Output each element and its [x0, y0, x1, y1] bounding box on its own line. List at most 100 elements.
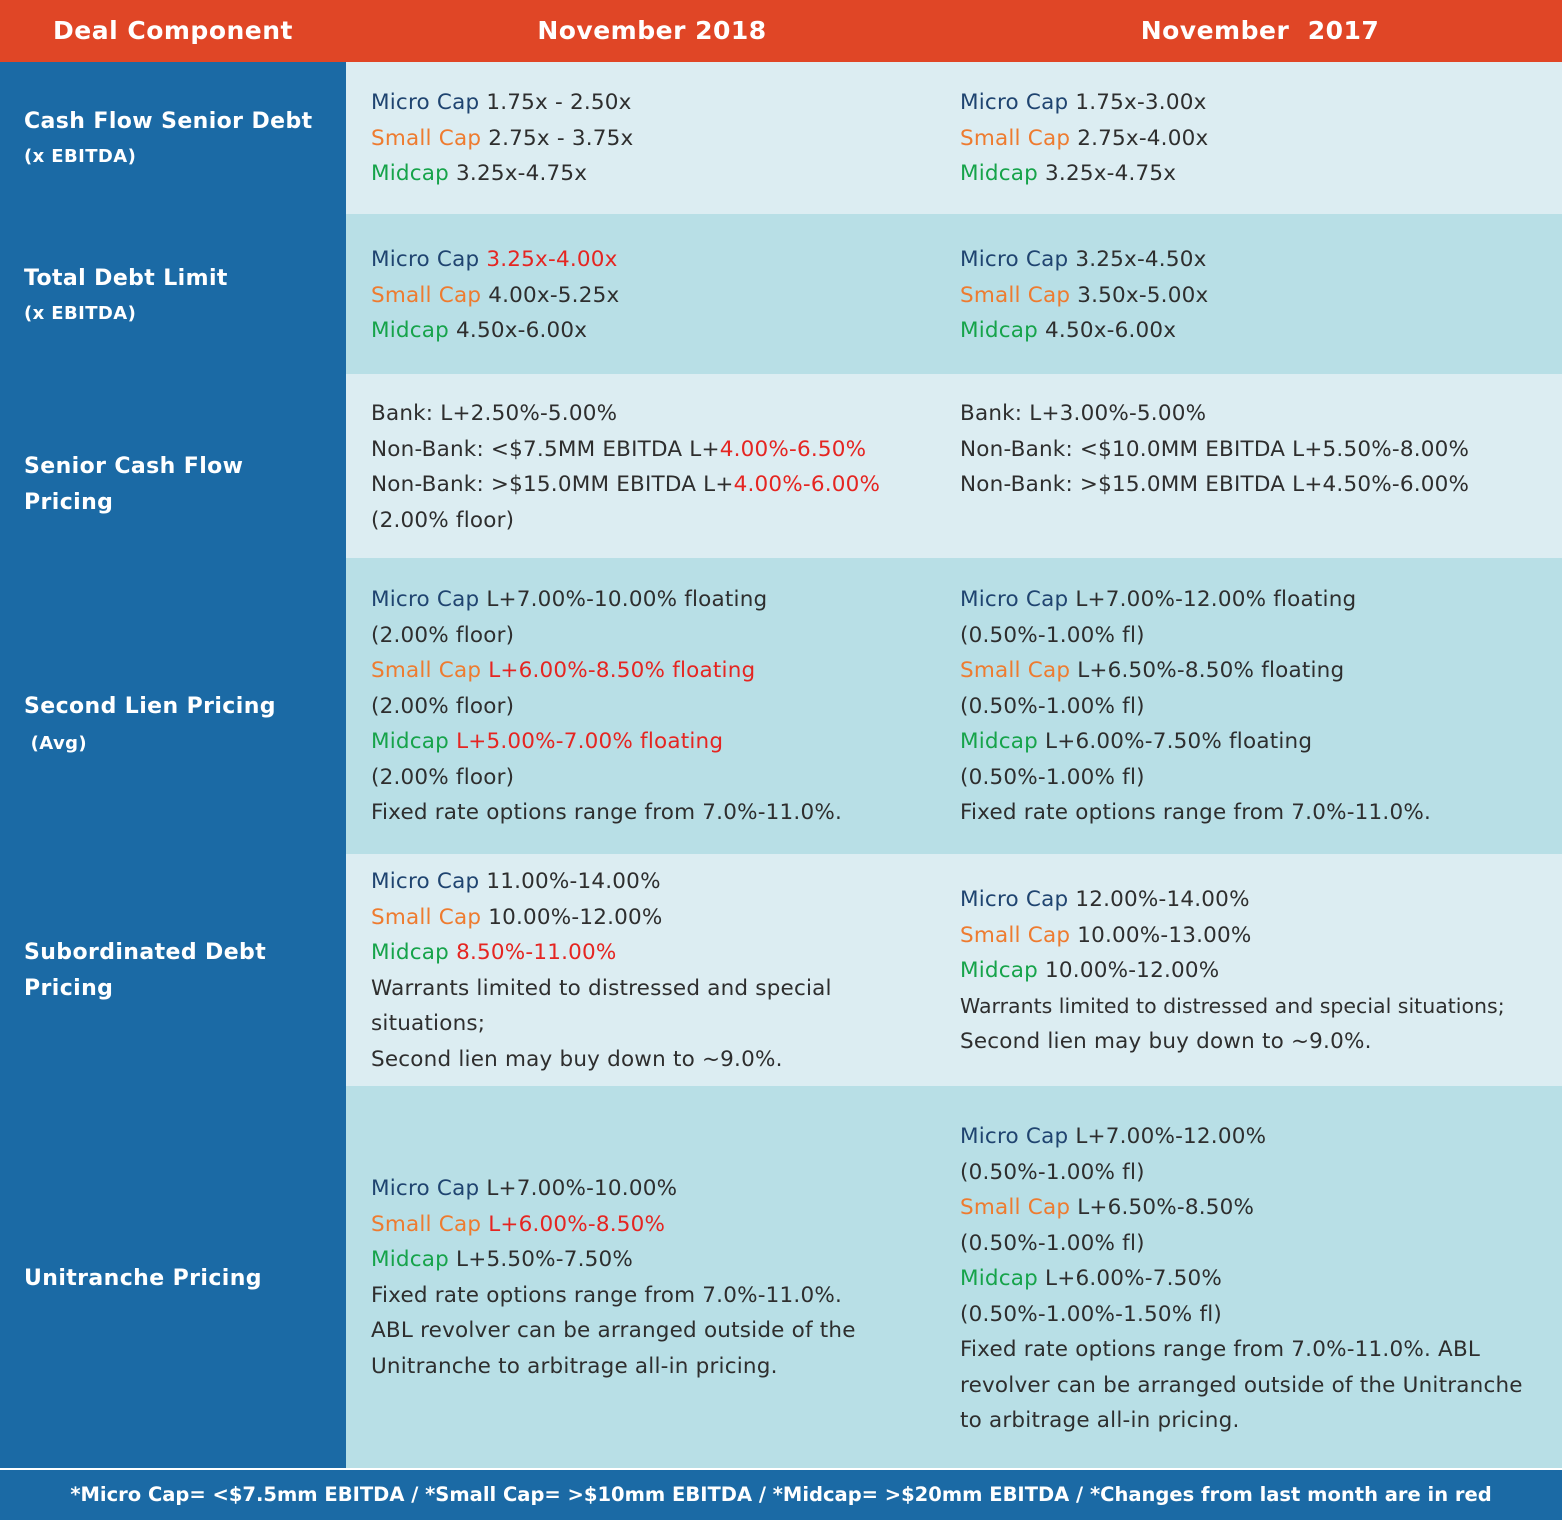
micro-cap-value: L+7.00%-12.00% floating [1068, 587, 1357, 612]
row-label-text: Total Debt Limit [24, 266, 228, 291]
midcap-value: L+6.00%-7.50% [1038, 1266, 1223, 1291]
row-label-subtext: (x EBITDA) [24, 303, 137, 324]
cell-unitranche-pricing-2017: Micro Cap L+7.00%-12.00% (0.50%-1.00% fl… [960, 1119, 1560, 1439]
tier-micro-cap: Micro Cap [960, 587, 1069, 612]
tier-midcap: Midcap [960, 161, 1039, 186]
cell-total-debt-limit-2018: Micro Cap 3.25x-4.00x Small Cap 4.00x-5.… [371, 242, 891, 349]
small-cap-value-changed: L+6.00%-8.50% [488, 1211, 666, 1237]
fixed-rate-note: Fixed rate options range from 7.0%-11.0%… [371, 1282, 843, 1308]
small-cap-value: L+6.50%-8.50% [1070, 1195, 1255, 1220]
small-cap-value: 10.00%-13.00% [1070, 922, 1252, 948]
tier-micro-cap: Micro Cap [960, 247, 1069, 272]
midcap-floor: (2.00% floor) [371, 764, 515, 790]
tier-micro-cap: Micro Cap [371, 869, 480, 894]
footnote-legend: *Micro Cap= <$7.5mm EBITDA / *Small Cap=… [0, 1468, 1562, 1520]
deal-component-column [0, 62, 346, 1468]
cell-unitranche-pricing-2018: Micro Cap L+7.00%-10.00% Small Cap L+6.0… [371, 1171, 891, 1384]
row-label-unitranche-pricing: Unitranche Pricing [24, 1266, 262, 1291]
small-cap-value: 3.50x-5.00x [1070, 282, 1209, 308]
micro-cap-floor: (0.50%-1.00% fl) [960, 622, 1145, 648]
tier-midcap: Midcap [371, 318, 450, 343]
tier-small-cap: Small Cap [960, 282, 1071, 308]
micro-cap-value: L+7.00%-10.00% floating [479, 587, 768, 612]
small-cap-floor: (0.50%-1.00% fl) [960, 1230, 1145, 1256]
tier-midcap: Midcap [371, 161, 450, 186]
abl-revolver-note: ABL revolver can be arranged outside of … [371, 1318, 856, 1379]
tier-micro-cap: Micro Cap [371, 90, 480, 115]
micro-cap-value: 1.75x - 2.50x [479, 90, 632, 115]
row-label-avg: (Avg) [24, 733, 88, 754]
tier-small-cap: Small Cap [960, 922, 1071, 948]
cell-total-debt-limit-2017: Micro Cap 3.25x-4.50x Small Cap 3.50x-5.… [960, 242, 1560, 349]
midcap-value: 3.25x-4.75x [449, 161, 588, 186]
micro-cap-value: 11.00%-14.00% [479, 869, 661, 894]
tier-midcap: Midcap [371, 940, 450, 965]
tier-micro-cap: Micro Cap [960, 887, 1069, 912]
warrants-note: Warrants limited to distressed and speci… [960, 993, 1505, 1018]
cell-second-lien-pricing-2017: Micro Cap L+7.00%-12.00% floating (0.50%… [960, 582, 1560, 831]
second-lien-note: Second lien may buy down to ~9.0%. [371, 1046, 783, 1072]
tier-micro-cap: Micro Cap [371, 247, 480, 272]
row-label-subordinated-debt-pricing: Subordinated Debt Pricing [24, 935, 334, 1007]
tier-midcap: Midcap [960, 1266, 1039, 1291]
warrants-note: Warrants limited to distressed and speci… [371, 975, 832, 1037]
non-bank-large-prefix: Non-Bank: >$15.0MM EBITDA L+ [371, 472, 734, 497]
midcap-value: 10.00%-12.00% [1038, 958, 1220, 983]
row-band-second-lien-pricing [346, 558, 1562, 854]
tier-small-cap: Small Cap [371, 125, 482, 151]
non-bank-large-changed: 4.00%-6.00% [733, 472, 881, 497]
fixed-rate-abl-note: Fixed rate options range from 7.0%-11.0%… [960, 1337, 1523, 1433]
midcap-value: 3.25x-4.75x [1038, 161, 1177, 186]
row-band-unitranche-pricing [346, 1086, 1562, 1468]
row-band-total-debt-limit [346, 214, 1562, 374]
tier-small-cap: Small Cap [371, 1211, 482, 1237]
midcap-floor: (0.50%-1.00% fl) [960, 764, 1145, 790]
midcap-value-changed: L+5.00%-7.00% floating [456, 729, 724, 754]
floor-note: (2.00% floor) [371, 507, 515, 533]
small-cap-value: 2.75x-4.00x [1070, 125, 1209, 151]
midcap-floor: (0.50%-1.00%-1.50% fl) [960, 1301, 1222, 1327]
cell-senior-cash-flow-pricing-2018: Bank: L+2.50%-5.00% Non-Bank: <$7.5MM EB… [371, 396, 891, 538]
tier-micro-cap: Micro Cap [371, 587, 480, 612]
header-november-2017: November 2017 [1140, 16, 1380, 45]
non-bank-small-pricing: Non-Bank: <$10.0MM EBITDA L+5.50%-8.00% [960, 436, 1470, 462]
micro-cap-value: L+7.00%-10.00% [479, 1176, 678, 1201]
tier-midcap: Midcap [960, 318, 1039, 343]
midcap-value: L+5.50%-7.50% [449, 1247, 634, 1272]
row-label-cash-flow-senior-debt: Cash Flow Senior Debt (x EBITDA) [24, 104, 334, 174]
small-cap-value: 10.00%-12.00% [481, 904, 663, 930]
cell-senior-cash-flow-pricing-2017: Bank: L+3.00%-5.00% Non-Bank: <$10.0MM E… [960, 396, 1560, 503]
midcap-value: 4.50x-6.00x [449, 318, 588, 343]
cell-subordinated-debt-pricing-2018: Micro Cap 11.00%-14.00% Small Cap 10.00%… [371, 864, 891, 1077]
row-label-text: Second Lien Pricing [24, 694, 276, 719]
tier-midcap: Midcap [371, 729, 450, 754]
bank-pricing: Bank: L+3.00%-5.00% [960, 401, 1207, 426]
table-header: Deal Component November 2018 November 20… [0, 0, 1562, 62]
non-bank-small-changed: 4.00%-6.50% [719, 436, 867, 462]
tier-midcap: Midcap [371, 1247, 450, 1272]
non-bank-small-prefix: Non-Bank: <$7.5MM EBITDA L+ [371, 436, 720, 462]
small-cap-value: 4.00x-5.25x [481, 282, 620, 308]
small-cap-value: L+6.50%-8.50% floating [1070, 658, 1345, 683]
micro-cap-floor: (2.00% floor) [371, 622, 515, 648]
row-label-senior-cash-flow-pricing: Senior Cash Flow Pricing [24, 454, 244, 515]
row-label-text: Subordinated Debt [24, 940, 267, 965]
fixed-rate-note: Fixed rate options range from 7.0%-11.0%… [371, 800, 843, 825]
non-bank-large-pricing: Non-Bank: >$15.0MM EBITDA L+4.50%-6.00% [960, 472, 1470, 497]
cell-second-lien-pricing-2018: Micro Cap L+7.00%-10.00% floating (2.00%… [371, 582, 891, 831]
fixed-rate-note: Fixed rate options range from 7.0%-11.0%… [960, 800, 1432, 825]
cell-cash-flow-senior-debt-2018: Micro Cap 1.75x - 2.50x Small Cap 2.75x … [371, 85, 891, 192]
micro-cap-value: 1.75x-3.00x [1068, 90, 1207, 115]
micro-cap-value: L+7.00%-12.00% [1068, 1124, 1267, 1149]
micro-cap-value: 12.00%-14.00% [1068, 887, 1250, 912]
small-cap-value-changed: L+6.00%-8.50% floating [488, 658, 756, 683]
tier-small-cap: Small Cap [960, 658, 1071, 683]
midcap-value: 4.50x-6.00x [1038, 318, 1177, 343]
small-cap-floor: (0.50%-1.00% fl) [960, 693, 1145, 719]
tier-small-cap: Small Cap [960, 1195, 1071, 1220]
small-cap-floor: (2.00% floor) [371, 693, 515, 719]
bank-pricing: Bank: L+2.50%-5.00% [371, 401, 618, 426]
tier-small-cap: Small Cap [371, 658, 482, 683]
tier-micro-cap: Micro Cap [960, 90, 1069, 115]
